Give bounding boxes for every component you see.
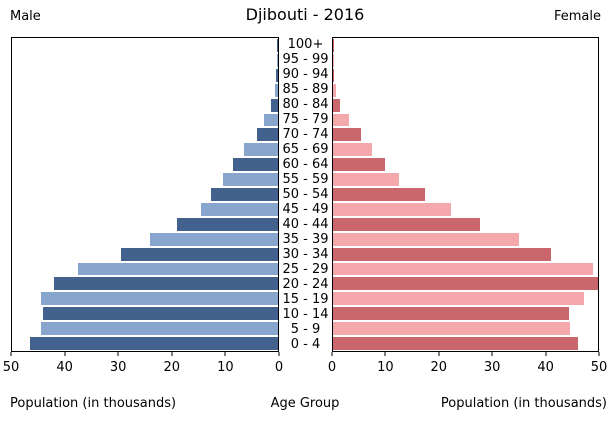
age-group-labels-column: 100+ 95 - 99 90 - 94 85 - 89 80 - 84 75 - 79 7… [279,37,332,352]
axis-tick-label: 0 [274,360,284,375]
female-bar-0-4 [333,337,579,350]
male-bar-20-24 [53,277,278,291]
male-bar-40-44 [177,217,278,231]
axis-tick-label: 20 [163,360,181,375]
age-group-label: 5 - 9 [290,322,321,337]
female-bar-85-89 [333,83,336,97]
male-bar-10-14 [42,307,278,321]
female-bar-40-44 [333,217,480,231]
female-x-axis-ticks: 0 10 20 30 40 50 [328,352,607,380]
female-bar-80-84 [333,98,341,112]
female-bar-15-19 [333,292,584,306]
male-bar-50-54 [210,188,278,201]
age-group-label: 90 - 94 [282,67,329,82]
axis-tick-label: 10 [217,360,234,375]
female-bar-35-39 [333,232,520,246]
age-group-label: 55 - 59 [282,172,329,187]
axis-tick-label: 30 [109,360,127,375]
female-bars-panel [332,37,599,352]
male-bars-panel [11,37,279,352]
axis-tick-mark [224,352,226,356]
axis-tick-mark [331,352,333,356]
axis-tick-mark [278,352,280,356]
female-bar-50-54 [333,188,426,201]
axis-tick-label: 30 [483,360,501,375]
axis-tick-mark [171,352,173,356]
male-bar-55-59 [223,173,278,187]
axis-tick-label: 0 [327,360,337,375]
axis-tick-label: 40 [56,360,73,375]
male-side-label: Male [10,9,41,24]
age-group-axis-title: Age Group [270,396,340,411]
male-bar-0-4 [29,337,278,350]
axis-tick-label: 50 [590,360,608,375]
female-bar-60-64 [333,158,385,172]
age-group-label: 80 - 84 [282,97,329,112]
female-bar-75-79 [333,113,349,127]
female-axis-title: Population (in thousands) [440,396,607,411]
male-x-axis-ticks: 50 40 30 20 10 0 [3,352,283,380]
female-bar-55-59 [333,173,399,187]
axis-tick-mark [64,352,66,356]
age-group-label: 75 - 79 [282,112,329,127]
female-bar-95-99 [333,53,334,67]
axis-tick-mark [438,352,440,356]
age-group-label: 85 - 89 [282,82,329,97]
male-axis-title: Population (in thousands) [10,396,177,411]
age-group-label: 100+ [287,37,324,52]
axis-tick-label: 20 [430,360,448,375]
axis-tick-mark [491,352,493,356]
male-bar-90-94 [275,68,278,82]
age-group-label: 0 - 4 [290,337,321,352]
male-bar-30-34 [121,247,278,261]
male-bar-15-19 [40,292,278,306]
age-group-label: 95 - 99 [282,52,329,67]
female-bar-90-94 [333,68,335,82]
female-bar-10-14 [333,307,569,321]
male-bar-45-49 [201,202,278,216]
axis-tick-label: 50 [2,360,20,375]
male-bar-100+ [277,39,278,52]
axis-tick-mark [545,352,547,356]
chart-title: Djibouti - 2016 [245,5,365,24]
axis-tick-mark [117,352,119,356]
female-side-label: Female [553,9,601,24]
age-group-label: 35 - 39 [282,232,329,247]
age-group-label: 60 - 64 [282,157,329,172]
age-group-label: 30 - 34 [282,247,329,262]
female-bar-30-34 [333,247,551,261]
age-group-label: 15 - 19 [282,291,329,307]
female-bar-5-9 [333,322,570,336]
age-group-label: 70 - 74 [282,127,329,142]
female-bar-45-49 [333,202,452,216]
age-group-label: 65 - 69 [282,142,329,157]
male-bar-70-74 [256,128,278,142]
axis-tick-mark [384,352,386,356]
age-group-label: 50 - 54 [282,187,329,202]
male-bar-80-84 [271,98,278,112]
age-group-label: 20 - 24 [282,277,329,292]
axis-tick-label: 10 [377,360,394,375]
male-bar-85-89 [274,83,278,97]
male-bar-35-39 [150,232,278,246]
age-group-label: 10 - 14 [282,307,329,322]
axis-tick-mark [10,352,12,356]
female-bar-20-24 [333,277,598,291]
male-bar-75-79 [263,113,278,127]
male-bar-5-9 [40,322,278,336]
male-bar-60-64 [232,158,278,172]
axis-tick-label: 40 [537,360,554,375]
male-bar-25-29 [77,262,278,276]
age-group-label: 40 - 44 [282,217,329,232]
female-bar-70-74 [333,128,361,142]
female-bar-65-69 [333,143,372,157]
age-group-label: 25 - 29 [282,262,329,277]
axis-tick-mark [598,352,600,356]
male-bar-65-69 [243,143,278,157]
male-bar-95-99 [276,53,278,67]
female-bar-25-29 [333,262,594,276]
age-group-label: 45 - 49 [282,202,329,217]
